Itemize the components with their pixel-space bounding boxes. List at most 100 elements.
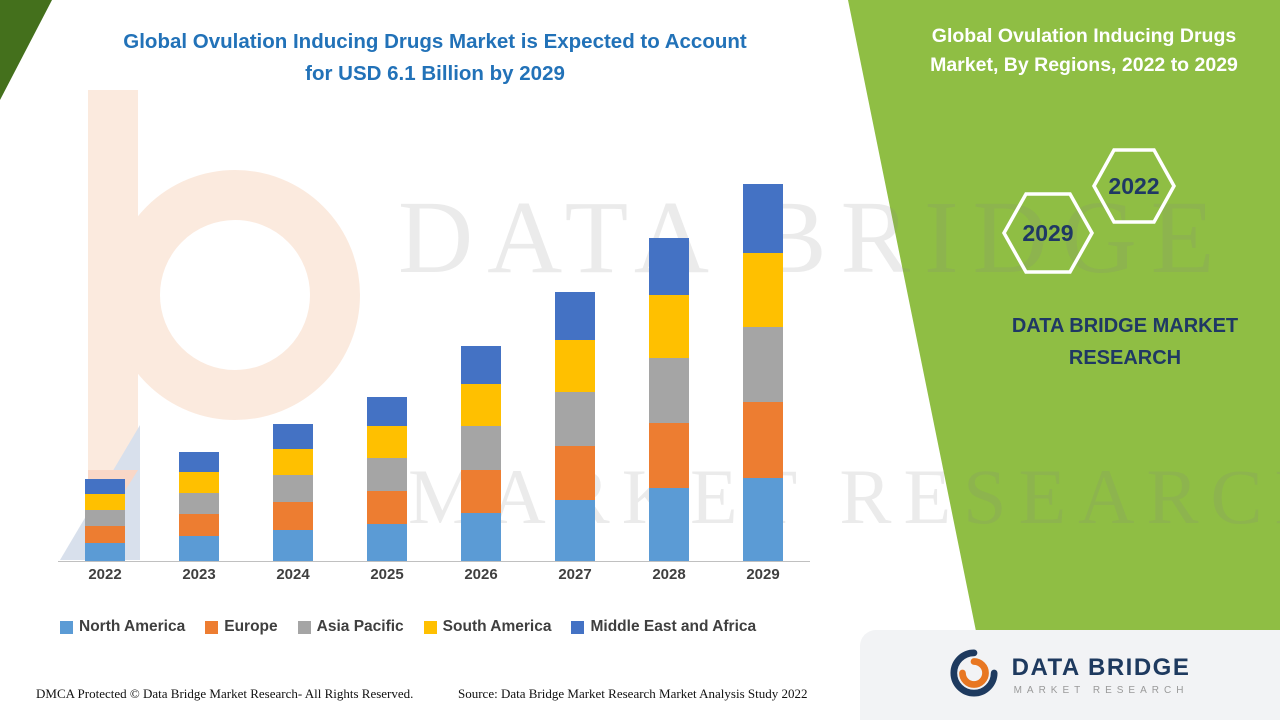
bar-segment [273, 423, 313, 449]
bar-segment [555, 339, 595, 393]
bar-segment [649, 294, 689, 358]
legend-swatch [297, 620, 311, 634]
bar-segment [367, 457, 407, 491]
hexagon-2022-label: 2022 [1108, 172, 1160, 199]
bar-segment [555, 446, 595, 501]
stacked-bar-2024 [273, 423, 313, 561]
bar-segment [367, 490, 407, 524]
bar-segment [179, 451, 219, 472]
brand-text-line1: DATA BRIDGE MARKET [1011, 315, 1239, 337]
company-logo-name: DATA BRIDGE [1011, 654, 1191, 681]
x-axis-label: 2022 [88, 566, 122, 583]
hexagon-2029: 2029 [1000, 190, 1096, 276]
brand-text: DATA BRIDGE MARKET RESEARCH [966, 310, 1280, 374]
legend-label: Middle East and Africa [590, 618, 757, 635]
bar-segment [367, 425, 407, 458]
stacked-bar-2025 [367, 396, 407, 561]
company-logo-icon [950, 648, 998, 702]
stacked-bar-2026 [461, 345, 501, 561]
legend-swatch [60, 620, 73, 634]
bar-segment [273, 448, 313, 476]
x-axis-label: 2027 [558, 566, 592, 583]
legend-item: Middle East and Africa [571, 618, 756, 636]
stacked-bar-2028 [649, 237, 689, 561]
dmca-notice: DMCA Protected © Data Bridge Market Rese… [36, 686, 414, 701]
legend: North America Europe Asia Pacific South Ame… [60, 618, 820, 636]
bar-column-2022 [58, 170, 152, 561]
company-logo-subtitle: MARKET RESEARCH [1013, 685, 1189, 696]
bar-column-2028 [622, 170, 716, 561]
source-note: Source: Data Bridge Market Research Mark… [458, 686, 808, 701]
bar-segment [461, 384, 501, 427]
stacked-bar-2023 [179, 451, 219, 561]
bar-segment [273, 502, 313, 531]
legend-item: North America [60, 618, 185, 636]
legend-item: Asia Pacific [297, 618, 404, 636]
bar-segment [555, 292, 595, 340]
plot-area [58, 170, 810, 562]
bar-segment [367, 523, 407, 561]
bar-segment [743, 402, 783, 478]
bar-segment [461, 426, 501, 470]
legend-item: South America [423, 618, 552, 636]
legend-item: Europe [205, 618, 278, 636]
side-panel-heading: Global Ovulation Inducing Drugs Market, … [930, 25, 1238, 77]
bar-column-2023 [152, 170, 246, 561]
stacked-bar-2027 [555, 292, 595, 561]
bar-segment [743, 326, 783, 403]
x-axis-label: 2028 [652, 566, 686, 583]
bar-segment [179, 536, 219, 561]
stacked-bar-2022 [85, 478, 125, 561]
bar-segment [649, 357, 689, 423]
page-title-line2: for USD 6.1 Billion by 2029 [305, 61, 565, 85]
bar-segment [649, 422, 689, 489]
x-axis-label: 2024 [276, 566, 310, 583]
legend-swatch [423, 620, 437, 634]
bar-segment [555, 500, 595, 561]
legend-label: Asia Pacific [316, 618, 404, 635]
x-axis-label: 2023 [182, 566, 216, 583]
legend-swatch [205, 620, 219, 634]
bar-column-2026 [434, 170, 528, 561]
bar-column-2025 [340, 170, 434, 561]
bar-segment [743, 253, 783, 327]
bar-segment [179, 514, 219, 537]
company-logo-box: DATA BRIDGE MARKET RESEARCH [860, 630, 1280, 720]
brand-text-line2: RESEARCH [1068, 347, 1182, 369]
bar-column-2029 [716, 170, 810, 561]
bar-segment [85, 542, 125, 561]
bar-segment [649, 488, 689, 561]
company-logo-text: DATA BRIDGE MARKET RESEARCH [1012, 654, 1191, 696]
bar-segment [461, 345, 501, 385]
bar-segment [85, 478, 125, 494]
bar-segment [179, 471, 219, 493]
bar-segment [743, 477, 783, 561]
bar-segment [461, 469, 501, 513]
legend-label: South America [442, 618, 552, 635]
legend-label: Europe [224, 618, 278, 635]
hexagon-2022: 2022 [1090, 146, 1178, 226]
legend-swatch [571, 620, 585, 634]
bar-segment [461, 512, 501, 561]
bar-segment [743, 184, 783, 254]
stacked-bar-2029 [743, 184, 783, 561]
hexagon-2029-label: 2029 [1022, 219, 1074, 246]
x-axis-labels: 2022 2023 2024 2025 2026 2027 2028 2029 [58, 566, 810, 583]
page-title-line1: Global Ovulation Inducing Drugs Market i… [123, 30, 747, 53]
bar-segment [555, 392, 595, 447]
bar-segment [273, 530, 313, 561]
x-axis-label: 2025 [370, 566, 404, 583]
bar-segment [85, 493, 125, 510]
bar-segment [273, 475, 313, 503]
legend-label: North America [79, 618, 186, 635]
bar-segment [85, 525, 125, 543]
x-axis-label: 2026 [464, 566, 498, 583]
bar-segment [649, 237, 689, 295]
bar-segment [179, 492, 219, 515]
bar-column-2027 [528, 170, 622, 561]
bar-segment [367, 396, 407, 426]
bar-column-2024 [246, 170, 340, 561]
x-axis-label: 2029 [746, 566, 780, 583]
bar-segment [85, 509, 125, 526]
